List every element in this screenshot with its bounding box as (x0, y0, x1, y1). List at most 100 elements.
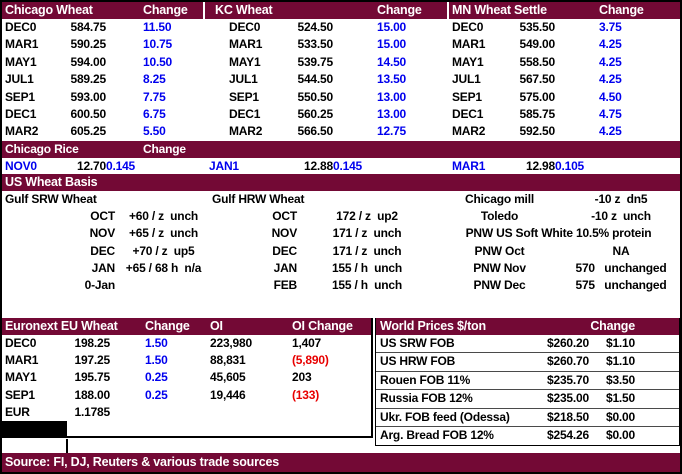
chicago-rice-row: NOV0 12.70 0.145 JAN1 12.88 0.145 MAR1 12.98 0… (2, 158, 680, 174)
change-value: 4.25 (599, 54, 622, 69)
basis-value: +70 / z up5 (132, 243, 195, 258)
basis-row: OCT +60 / z unch OCT 172 / z up2 Toledo -10… (2, 208, 680, 225)
oi-change-column-header: OI Change (292, 318, 353, 333)
basis-value: -10 z unch (591, 209, 651, 224)
basis-label: PNW Oct (474, 243, 525, 258)
table-row: MAR1 197.25 1.50 88,831 (5,890) (2, 352, 371, 369)
basis-value: 155 / h unch (331, 278, 403, 293)
contract-month: MAR1 (5, 37, 39, 52)
settle-value: 584.75 (70, 20, 106, 34)
table-title: World Prices $/ton (380, 318, 486, 333)
change-value: 15.00 (377, 20, 407, 34)
settle-value: 560.25 (297, 106, 333, 121)
contract-month: MAR1 (229, 37, 263, 52)
settle-value: 594.00 (70, 54, 106, 69)
basis-month: JAN (91, 260, 116, 275)
hrw-heading: Gulf HRW Wheat (212, 191, 305, 206)
change-value: 4.25 (599, 72, 622, 87)
contract-month: NOV0 (5, 158, 37, 173)
contract-month: MAR2 (5, 124, 39, 139)
change-value: 14.50 (377, 54, 407, 69)
table-row: SEP1 188.00 0.25 19,446 (133) (2, 387, 371, 404)
chicago-rice-header: Chicago Rice Change (2, 140, 680, 158)
contract-month: MAY1 (452, 54, 484, 69)
settle-value: 533.50 (297, 37, 333, 52)
contract-month: DEC1 (5, 106, 37, 121)
settle-value: 589.25 (70, 72, 106, 87)
change-value: 0.25 (145, 387, 168, 402)
blacked-out-cell (2, 421, 67, 437)
market-label: US HRW FOB (380, 354, 456, 369)
basis-row: NOV +65 / z unch NOV 171 / z unch PNW US S… (2, 225, 680, 242)
table-row: SEP1 550.50 13.00 (205, 89, 447, 106)
change-value: 7.75 (143, 89, 166, 104)
change-value: 12.75 (377, 124, 407, 139)
table-row: JUL1 589.25 8.25 (2, 71, 203, 88)
settle-value: 605.25 (70, 124, 106, 139)
table-title: MN Wheat (452, 3, 511, 17)
change-value: 0.145 (333, 158, 363, 173)
change-value: $1.50 (605, 391, 635, 406)
change-value: 4.25 (599, 37, 622, 52)
oi-value: 223,980 (210, 335, 252, 350)
table-row: JUL1 567.50 4.25 (449, 71, 680, 88)
rice-contract: JAN1 12.88 0.145 (205, 158, 447, 174)
basis-label: PNW Dec (473, 278, 526, 293)
settle-value: 198.25 (74, 335, 110, 350)
basis-month: NOV (271, 226, 298, 241)
oi-change-value: 203 (292, 370, 312, 385)
table-row: DEC0 198.25 1.50 223,980 1,407 (2, 335, 371, 352)
table-row: MAY1 195.75 0.25 45,605 203 (2, 369, 371, 386)
table-row: US HRW FOB $260.70 $1.10 (376, 353, 679, 372)
contract-month: DEC1 (229, 106, 261, 121)
basis-value: 575 unchanged (575, 278, 667, 293)
oi-change-value: (5,890) (292, 352, 329, 367)
settle-value: 539.75 (297, 54, 333, 69)
change-value: $0.00 (605, 428, 635, 443)
change-value: 3.75 (599, 20, 622, 34)
basis-month: FEB (273, 278, 298, 293)
table-row: DEC0 535.50 3.75 (449, 19, 680, 36)
change-value: 4.25 (599, 124, 622, 139)
table-title: Chicago Wheat (5, 3, 93, 17)
price-value: $260.20 (547, 335, 589, 350)
contract-month: DEC0 (5, 335, 37, 350)
basis-value: 171 / z unch (332, 226, 402, 241)
table-row: MAY1 539.75 14.50 (205, 54, 447, 71)
settle-value: 188.00 (74, 387, 110, 402)
basis-label: Toledo (480, 209, 519, 224)
change-value: 8.25 (143, 72, 166, 87)
basis-row: Gulf SRW Wheat Gulf HRW Wheat Chicago mi… (2, 191, 680, 208)
change-value: 10.75 (143, 37, 173, 52)
settle-value: 550.50 (297, 89, 333, 104)
table-row: DEC0 584.75 11.50 (2, 19, 203, 36)
basis-month: OCT (272, 209, 297, 224)
settle-value: 12.98 (525, 158, 555, 173)
contract-month: MAY1 (5, 54, 37, 69)
table-row: SEP1 575.00 4.50 (449, 89, 680, 106)
basis-label: PNW Nov (473, 260, 526, 275)
settle-value: 575.00 (519, 89, 555, 104)
table-row: MAY1 558.50 4.25 (449, 54, 680, 71)
contract-month: MAR1 (5, 352, 39, 367)
contract-month: MAR2 (452, 124, 486, 139)
change-value: 11.50 (143, 20, 172, 34)
contract-month: DEC0 (229, 20, 261, 34)
basis-month: 0-Jan (84, 278, 116, 293)
change-value: 4.50 (599, 89, 622, 104)
oi-column-header: OI (210, 318, 223, 333)
table-row: DEC1 600.50 6.75 (2, 106, 203, 123)
market-label: Rouen FOB 11% (380, 372, 471, 387)
change-value: 13.00 (377, 106, 407, 121)
settle-value: 544.50 (297, 72, 333, 87)
oi-value: 19,446 (210, 387, 246, 402)
contract-month: JUL1 (5, 72, 34, 87)
price-value: $235.70 (547, 372, 589, 387)
settle-value: 600.50 (70, 106, 106, 121)
kc-wheat-header: KC Wheat Change (205, 2, 447, 19)
table-row: DEC1 560.25 13.00 (205, 106, 447, 123)
table-row: DEC1 585.75 4.75 (449, 106, 680, 123)
change-value: 4.75 (599, 106, 622, 121)
market-label: Ukr. FOB feed (Odessa) (380, 409, 510, 424)
change-column-header: Change (143, 141, 186, 156)
